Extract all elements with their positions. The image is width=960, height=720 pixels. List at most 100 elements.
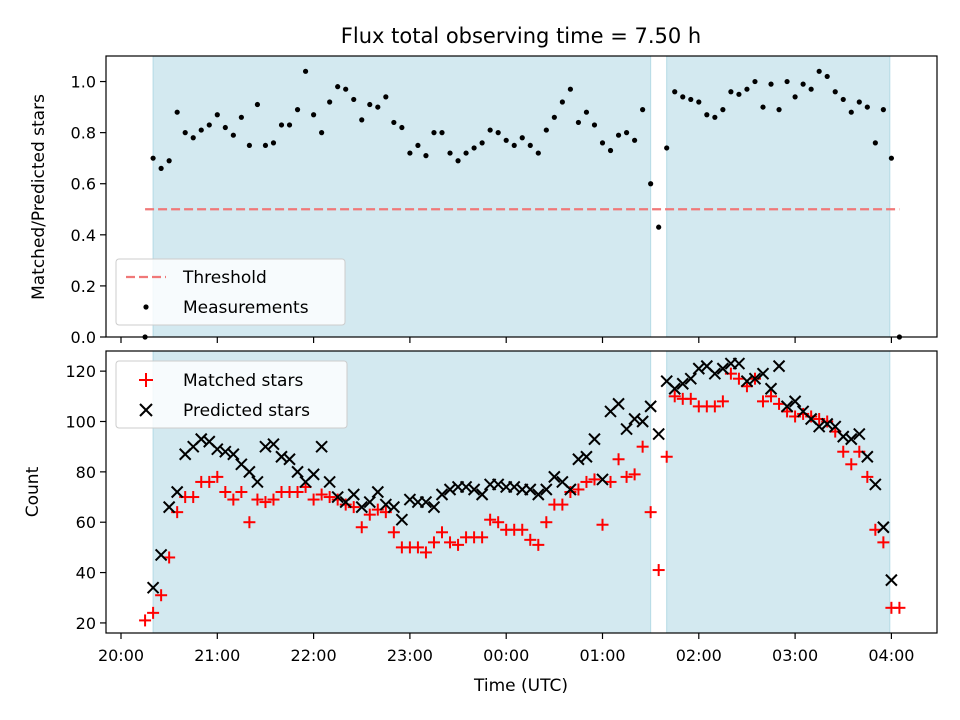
predicted-star-mark-b — [371, 485, 385, 499]
predicted-star-point — [748, 372, 762, 385]
predicted-star-point — [315, 440, 328, 453]
predicted-star-mark-b — [195, 432, 208, 446]
measurement-point — [246, 142, 252, 149]
measurement-point — [535, 150, 541, 156]
predicted-star-mark-b — [275, 450, 288, 463]
predicted-star-point — [323, 475, 336, 489]
matched-star-point — [419, 546, 432, 559]
measurement-point — [503, 137, 509, 143]
matched-star-point — [219, 486, 232, 498]
predicted-star-point — [628, 412, 641, 426]
predicted-star-mark-b — [435, 488, 449, 501]
matched-star-point — [484, 513, 497, 526]
predicted-star-point — [427, 500, 441, 514]
measurement-point — [495, 130, 501, 136]
x-tick-label: 00:00 — [483, 646, 529, 665]
predicted-star-point — [307, 468, 320, 481]
top-y-tick-label: 0.6 — [71, 175, 96, 194]
top-panel: 0.0 0.2 0.4 0.6 0.8 1.0 Matched/Predicted sta… — [29, 55, 938, 347]
matched-star-point — [307, 493, 320, 506]
predicted-star-point — [355, 500, 368, 514]
measurement-point — [198, 127, 204, 133]
predicted-star-mark-b — [267, 437, 280, 451]
measurement-point — [431, 130, 437, 136]
top-y-ticks: 0.0 0.2 0.4 0.6 0.8 1.0 — [71, 73, 106, 347]
predicted-star-mark-b — [154, 548, 168, 562]
matched-star-point — [155, 589, 168, 602]
predicted-star-point — [788, 395, 802, 408]
matched-star-point — [556, 498, 569, 511]
matched-star-point — [235, 486, 248, 498]
predicted-star-point — [259, 440, 272, 453]
measurement-point — [423, 153, 429, 159]
measurement-point — [792, 94, 798, 100]
x-tick-label: 02:00 — [676, 646, 722, 665]
measurement-point — [776, 107, 782, 113]
predicted-star-mark-b — [219, 445, 232, 458]
matched-star-point — [732, 372, 745, 385]
matched-star-point — [163, 551, 176, 564]
measurement-point — [375, 104, 381, 110]
predicted-star-mark-b — [556, 475, 569, 489]
predicted-star-mark-b — [772, 359, 786, 373]
predicted-star-mark-b — [708, 367, 722, 380]
predicted-star-mark-b — [885, 573, 898, 587]
measurement-point — [880, 107, 886, 113]
x-tick-label: 22:00 — [291, 646, 337, 665]
matched-star-point — [644, 506, 657, 519]
predicted-star-mark-b — [564, 483, 577, 496]
top-y-axis-label: Matched/Predicted stars — [29, 94, 49, 300]
top-legend: Threshold Measurements — [115, 258, 346, 326]
predicted-star-mark-b — [756, 367, 770, 380]
measurement-point — [270, 140, 277, 146]
predicted-star-point — [146, 581, 160, 594]
measurement-point — [623, 130, 630, 136]
matched-star-point — [588, 473, 601, 486]
observing-window — [666, 351, 890, 633]
predicted-star-point — [772, 359, 786, 373]
predicted-star-mark-b — [355, 500, 368, 514]
predicted-star-mark-b — [419, 495, 433, 509]
measurement-point — [680, 94, 686, 100]
predicted-star-point — [829, 420, 842, 433]
predicted-star-point — [596, 473, 609, 486]
predicted-star-mark-b — [532, 488, 545, 501]
predicted-star-mark-b — [780, 400, 794, 413]
observing-window — [666, 56, 890, 337]
predicted-star-mark-b — [869, 478, 882, 491]
predicted-star-point — [732, 357, 746, 370]
bottom-y-tick-label: 40 — [76, 564, 96, 583]
bottom-y-tick-label: 80 — [76, 463, 96, 482]
measurement-point — [824, 73, 830, 80]
measurement-point — [327, 99, 333, 105]
matched-star-point — [267, 493, 280, 506]
measurement-point — [230, 132, 236, 138]
predicted-star-mark-b — [692, 362, 706, 375]
measurement-point — [888, 155, 895, 161]
predicted-star-point — [227, 448, 240, 461]
x-tick-label: 20:00 — [98, 646, 144, 665]
predicted-star-mark-b — [548, 470, 561, 484]
matched-star-point — [837, 445, 850, 458]
matched-star-point — [452, 538, 465, 551]
matched-star-point — [436, 526, 448, 539]
measurement-point — [728, 89, 734, 95]
matched-star-point — [580, 475, 593, 488]
matched-star-point — [668, 390, 681, 403]
predicted-star-mark-b — [837, 430, 850, 443]
predicted-star-point — [283, 453, 296, 466]
x-tick-label: 23:00 — [387, 646, 433, 665]
measurement-point — [439, 130, 445, 136]
matched-star-point — [532, 538, 545, 551]
predicted-star-mark-b — [829, 420, 842, 433]
predicted-star-point — [588, 432, 601, 446]
measurement-point — [704, 112, 710, 118]
predicted-star-point — [371, 485, 385, 499]
matched-star-point — [636, 440, 649, 453]
measurement-point — [182, 130, 188, 136]
predicted-star-point — [644, 400, 657, 413]
top-y-tick-label: 0.4 — [71, 226, 96, 245]
predicted-star-point — [532, 488, 545, 501]
measurement-point — [487, 127, 493, 133]
predicted-star-mark-b — [323, 475, 336, 489]
